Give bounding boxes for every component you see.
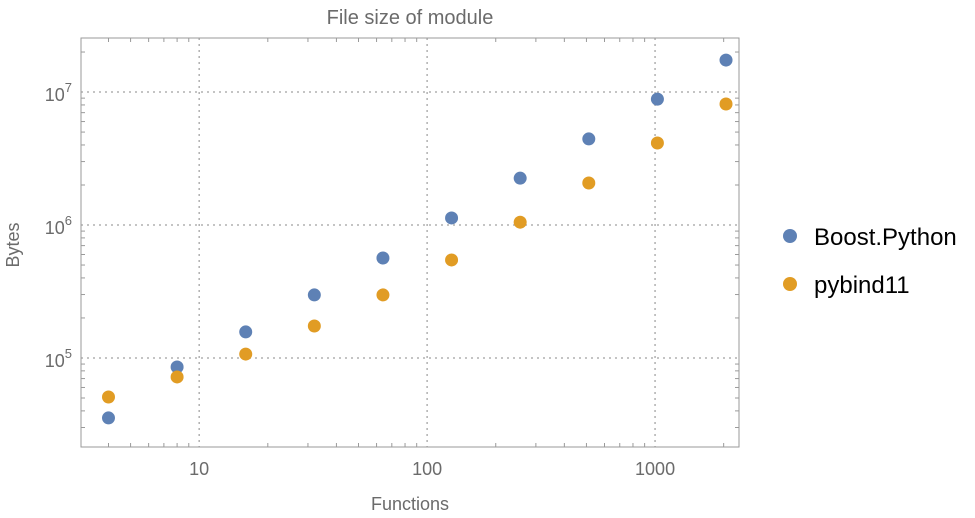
data-point-pybind11 xyxy=(101,390,115,404)
legend-marker xyxy=(783,229,797,243)
data-points xyxy=(101,53,733,425)
data-point-boost-python xyxy=(376,251,390,265)
x-tick-label: 10 xyxy=(189,459,209,479)
data-point-boost-python xyxy=(101,411,115,425)
data-point-boost-python xyxy=(513,171,527,185)
data-point-pybind11 xyxy=(170,370,184,384)
y-tick-label: 107 xyxy=(45,80,72,105)
data-point-boost-python xyxy=(445,211,459,225)
data-point-pybind11 xyxy=(582,176,596,190)
axes: 10 100 1000 105 106 107 xyxy=(45,37,740,479)
data-point-pybind11 xyxy=(445,253,459,267)
data-point-pybind11 xyxy=(239,347,253,361)
data-point-pybind11 xyxy=(650,136,664,150)
data-point-boost-python xyxy=(582,132,596,146)
grid xyxy=(81,38,739,447)
y-tick-label: 106 xyxy=(45,213,72,238)
x-tick-label: 100 xyxy=(412,459,442,479)
data-point-boost-python xyxy=(650,92,664,106)
y-axis-label: Bytes xyxy=(3,222,23,267)
data-point-pybind11 xyxy=(376,288,390,302)
legend-label: Boost.Python xyxy=(814,224,957,251)
data-point-pybind11 xyxy=(307,319,321,333)
data-point-pybind11 xyxy=(513,215,527,229)
legend-label: pybind11 xyxy=(814,272,910,299)
data-point-boost-python xyxy=(170,360,184,374)
legend-marker xyxy=(783,277,797,291)
y-tick-label: 105 xyxy=(45,346,72,371)
data-point-boost-python xyxy=(239,325,253,339)
data-point-boost-python xyxy=(307,288,321,302)
data-point-pybind11 xyxy=(719,97,733,111)
x-axis-label: Functions xyxy=(371,494,449,513)
chart-title: File size of module xyxy=(327,7,494,29)
legend: Boost.Python pybind11 xyxy=(783,224,957,299)
plot-frame xyxy=(80,37,740,448)
data-point-boost-python xyxy=(719,53,733,67)
x-tick-label: 1000 xyxy=(635,459,675,479)
